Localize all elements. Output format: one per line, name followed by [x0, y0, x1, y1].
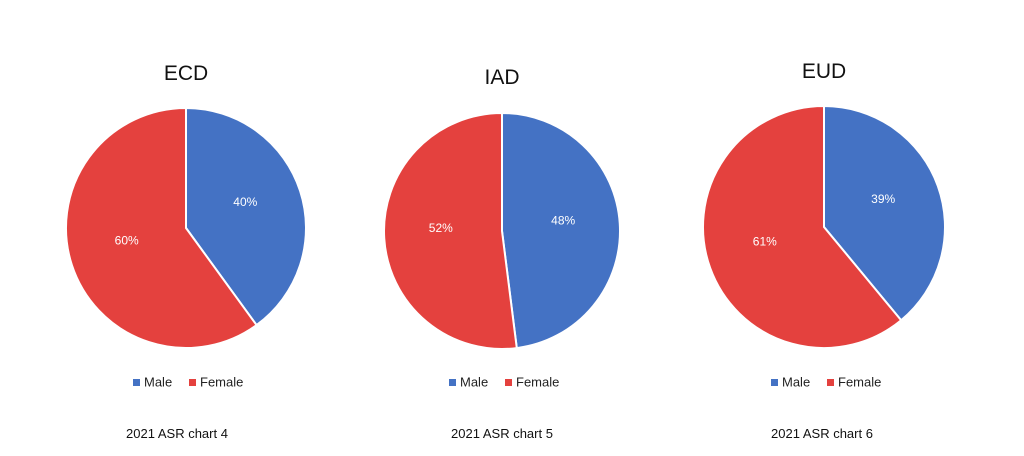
data-label-male: 48%	[551, 213, 575, 227]
legend-label-male: Male	[782, 374, 810, 389]
legend-swatch-male	[771, 379, 778, 386]
chart-caption-ecd: 2021 ASR chart 4	[126, 426, 228, 441]
legend-label-female: Female	[200, 374, 243, 389]
legend-label-male: Male	[460, 374, 488, 389]
legend-eud: Male Female	[771, 374, 881, 389]
pie-slice-male	[823, 104, 946, 322]
chart-iad: IAD 48% 52% Male Female 2021 ASR chart 5	[383, 66, 621, 441]
legend-swatch-female	[827, 379, 834, 386]
chart-title-iad: IAD	[484, 66, 519, 89]
chart-eud: EUD 39% 61% Male Female 2021 ASR chart 6	[702, 60, 946, 441]
legend-ecd: Male Female	[133, 374, 243, 389]
data-label-female: 61%	[753, 234, 777, 248]
pie-ecd: 40% 60%	[65, 106, 307, 349]
legend-swatch-male	[449, 379, 456, 386]
data-label-female: 52%	[429, 221, 453, 235]
pie-eud: 39% 61%	[702, 104, 946, 349]
legend-label-female: Female	[516, 374, 559, 389]
pie-iad: 48% 52%	[383, 111, 621, 350]
legend-iad: Male Female	[449, 374, 559, 389]
legend-label-male: Male	[144, 374, 172, 389]
legend-label-female: Female	[838, 374, 881, 389]
legend-swatch-male	[133, 379, 140, 386]
data-label-male: 40%	[233, 195, 257, 209]
pie-slice-male	[185, 106, 307, 327]
chart-caption-iad: 2021 ASR chart 5	[451, 426, 553, 441]
pie-slice-female	[65, 106, 258, 349]
chart-title-eud: EUD	[802, 60, 846, 83]
data-label-male: 39%	[871, 192, 895, 206]
chart-ecd: ECD 40% 60% Male Female 2021 ASR chart 4	[65, 62, 307, 441]
legend-swatch-female	[505, 379, 512, 386]
chart-title-ecd: ECD	[164, 62, 208, 85]
pie-slice-female	[383, 111, 518, 350]
chart-caption-eud: 2021 ASR chart 6	[771, 426, 873, 441]
pie-slice-male	[501, 111, 621, 350]
legend-swatch-female	[189, 379, 196, 386]
data-label-female: 60%	[115, 233, 139, 247]
pie-slice-female	[702, 104, 903, 349]
